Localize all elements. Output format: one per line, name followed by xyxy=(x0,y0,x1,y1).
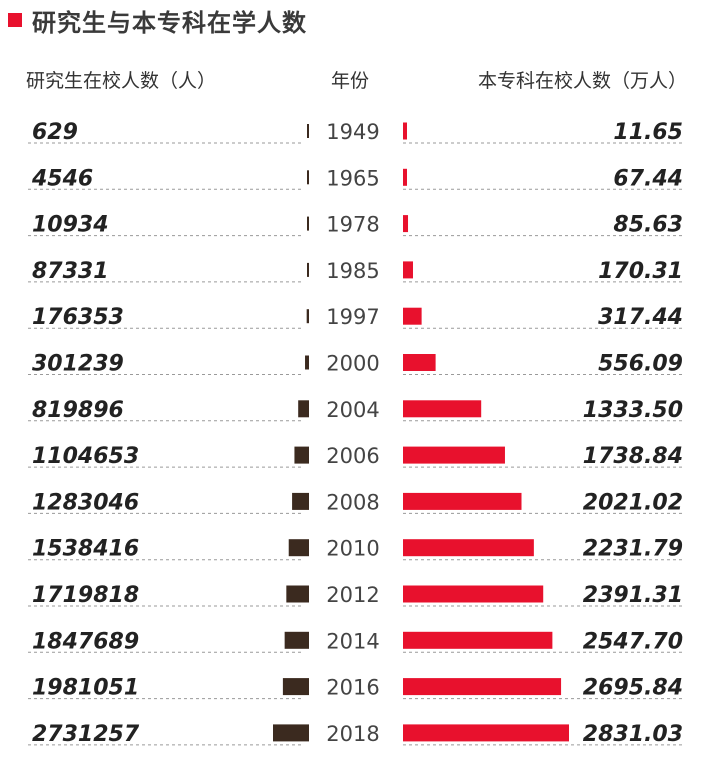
graduate-bar xyxy=(307,124,309,138)
graduate-value-label: 1847689 xyxy=(32,629,139,654)
undergrad-value-label: 11.65 xyxy=(613,120,683,145)
undergrad-bar xyxy=(403,261,413,279)
undergrad-bar xyxy=(403,492,522,510)
graduate-value-label: 1104653 xyxy=(32,444,139,469)
undergrad-value-label: 2831.03 xyxy=(583,722,683,747)
undergrad-bar xyxy=(403,446,505,464)
undergrad-bar xyxy=(403,585,544,603)
undergrad-bar xyxy=(403,631,553,649)
year-label: 2006 xyxy=(326,444,379,468)
chart-title: 研究生与本专科在学人数 xyxy=(8,2,307,38)
graduate-bar xyxy=(307,170,309,185)
graduate-bar xyxy=(273,724,309,742)
graduate-bar xyxy=(298,400,309,418)
year-label: 2014 xyxy=(326,629,379,653)
year-label: 2000 xyxy=(326,352,379,376)
undergrad-value-label: 1333.50 xyxy=(583,398,683,423)
undergrad-value-label: 556.09 xyxy=(598,352,683,377)
undergrad-value-label: 2547.70 xyxy=(583,629,683,654)
undergrad-value-label: 2391.31 xyxy=(583,583,683,608)
graduate-bar xyxy=(307,262,309,277)
graduate-bar xyxy=(288,539,309,557)
undergrad-bar xyxy=(403,122,407,140)
year-label: 1985 xyxy=(326,259,379,283)
right-column-header: 本专科在校人数（万人） xyxy=(477,70,687,92)
graduate-bar xyxy=(286,585,309,603)
undergrad-value-label: 85.63 xyxy=(613,213,683,238)
graduate-value-label: 176353 xyxy=(32,305,124,330)
graduate-value-label: 819896 xyxy=(32,398,124,423)
graduate-bar xyxy=(284,631,309,649)
year-label: 1965 xyxy=(326,166,379,190)
undergrad-bar xyxy=(403,354,436,371)
undergrad-bar xyxy=(403,307,422,325)
graduate-bar xyxy=(294,446,309,464)
undergrad-bar xyxy=(403,678,562,696)
undergrad-value-label: 2695.84 xyxy=(583,676,683,701)
undergrad-value-label: 170.31 xyxy=(598,259,683,284)
year-label: 1978 xyxy=(326,213,379,237)
undergrad-bar xyxy=(403,724,569,742)
graduate-value-label: 10934 xyxy=(32,213,109,238)
graduate-value-label: 4546 xyxy=(31,166,93,191)
graduate-value-label: 1981051 xyxy=(32,676,139,701)
graduate-bar xyxy=(282,678,309,696)
undergrad-bar xyxy=(403,539,534,557)
graduate-value-label: 1719818 xyxy=(32,583,139,608)
graduate-bar xyxy=(306,309,309,324)
chart-title-text: 研究生与本专科在学人数 xyxy=(32,8,307,37)
year-label: 2012 xyxy=(326,583,379,607)
undergrad-value-label: 2231.79 xyxy=(583,537,683,562)
undergrad-bar xyxy=(403,168,407,186)
left-column-header: 研究生在校人数（人） xyxy=(26,70,217,92)
undergrad-bar xyxy=(403,215,409,233)
undergrad-value-label: 2021.02 xyxy=(583,490,683,515)
title-marker-icon xyxy=(8,13,22,27)
undergrad-value-label: 317.44 xyxy=(598,305,683,330)
undergrad-bar xyxy=(403,400,482,418)
graduate-value-label: 1283046 xyxy=(32,490,139,515)
year-column-header: 年份 xyxy=(331,70,370,92)
year-label: 2018 xyxy=(326,722,379,746)
year-label: 2008 xyxy=(326,490,379,514)
year-label: 2010 xyxy=(326,537,379,561)
undergrad-value-label: 1738.84 xyxy=(583,444,683,469)
year-label: 2004 xyxy=(326,398,379,422)
year-label: 1997 xyxy=(326,305,379,329)
graduate-bar xyxy=(307,216,309,231)
graduate-value-label: 301239 xyxy=(32,352,124,377)
graduate-bar xyxy=(305,355,309,370)
undergrad-value-label: 67.44 xyxy=(613,166,683,191)
graduate-value-label: 1538416 xyxy=(32,537,139,562)
year-label: 1949 xyxy=(326,120,379,144)
graduate-value-label: 87331 xyxy=(32,259,109,284)
graduate-bar xyxy=(292,492,309,510)
graduate-value-label: 629 xyxy=(32,120,78,145)
graduate-value-label: 2731257 xyxy=(32,722,140,747)
year-label: 2016 xyxy=(326,676,379,700)
